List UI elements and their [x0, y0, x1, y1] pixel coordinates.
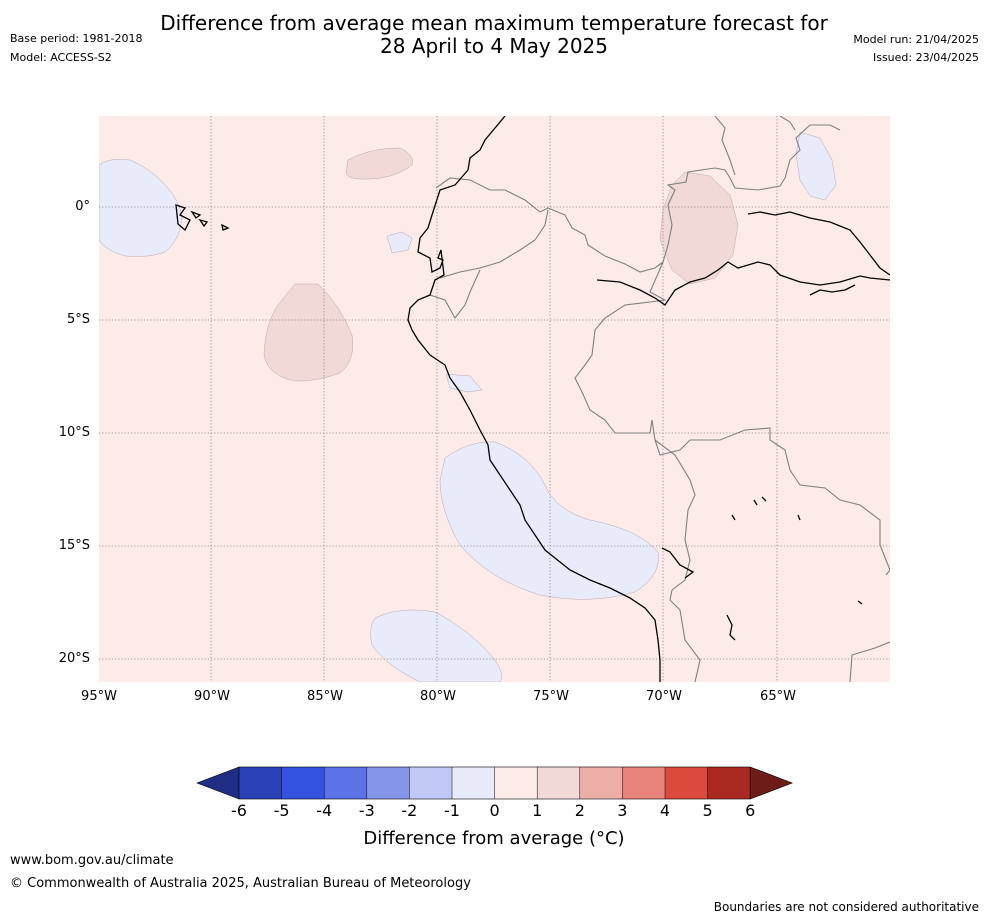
- lon-label-95w: 95°W: [81, 689, 117, 704]
- warm-region-ocean: [263, 283, 353, 382]
- colorbar-segment: [409, 767, 452, 799]
- colorbar-tick-label: 0: [489, 801, 500, 820]
- map-background: [99, 116, 890, 682]
- colorbar-segment: [622, 767, 665, 799]
- colorbar-tick-label: 5: [702, 801, 713, 820]
- lat-label-15s: 15°S: [58, 538, 90, 553]
- cool-region-small: [386, 231, 413, 254]
- lon-label-65w: 65°W: [760, 689, 796, 704]
- colorbar-segment: [537, 767, 580, 799]
- cool-region-central: [445, 373, 483, 393]
- colorbar-segment: [707, 767, 751, 799]
- warm-region-amazon: [659, 171, 739, 285]
- lon-label-75w: 75°W: [533, 689, 569, 704]
- lon-label-70w: 70°W: [646, 689, 682, 704]
- map-title: Difference from average mean maximum tem…: [0, 12, 988, 58]
- base-period-text: Base period: 1981-2018: [10, 32, 143, 45]
- lat-label-20s: 20°S: [58, 651, 90, 666]
- cool-region-north-east: [795, 131, 837, 201]
- colorbar-tick-label: -3: [358, 801, 375, 820]
- footer-disclaimer: Boundaries are not considered authoritat…: [713, 900, 979, 914]
- colorbar-segment: [239, 767, 282, 799]
- warm-region-north: [345, 147, 413, 180]
- model-run-text: Model run: 21/04/2025: [853, 33, 979, 46]
- footer-url: www.bom.gov.au/climate: [10, 853, 174, 868]
- cool-region-peru: [439, 441, 659, 600]
- colorbar-tick-label: -5: [273, 801, 290, 820]
- colorbar-extend-high: [749, 766, 794, 800]
- colorbar-tick-label: 2: [574, 801, 585, 820]
- lat-label-0: 0°: [75, 199, 90, 214]
- model-text: Model: ACCESS-S2: [10, 51, 112, 64]
- colorbar-extend-low: [196, 766, 240, 800]
- colorbar-tick-label: -6: [231, 801, 247, 820]
- colorbar-segment: [366, 767, 410, 799]
- colorbar-segment: [665, 767, 708, 799]
- cool-region-west: [99, 158, 183, 257]
- colorbar-segment: [452, 767, 495, 799]
- colorbar-tick-label: 4: [659, 801, 671, 820]
- colorbar-tick-label: 6: [745, 801, 756, 820]
- colorbar-segment: [281, 767, 325, 799]
- colorbar-title: Difference from average (°C): [363, 828, 625, 849]
- colorbar-tick-label: -2: [401, 801, 418, 820]
- cool-region-south: [370, 609, 502, 682]
- footer-copyright: © Commonwealth of Australia 2025, Austra…: [10, 876, 471, 891]
- colorbar-segment: [579, 767, 623, 799]
- title-line-1: Difference from average mean maximum tem…: [160, 11, 828, 35]
- issued-text: Issued: 23/04/2025: [872, 51, 979, 64]
- lon-label-90w: 90°W: [194, 689, 230, 704]
- graticule: [99, 116, 890, 682]
- lat-label-5s: 5°S: [66, 312, 90, 327]
- country-borders: [429, 116, 890, 682]
- colorbar-tick-label: 1: [532, 801, 543, 820]
- colorbar-segment: [494, 767, 538, 799]
- colorbar-tick-label: 3: [617, 801, 628, 820]
- coastlines: [175, 116, 890, 682]
- lat-label-10s: 10°S: [58, 425, 90, 440]
- colorbar-tick-label: -1: [444, 801, 460, 820]
- lon-label-80w: 80°W: [420, 689, 456, 704]
- colorbar-tick-label: -4: [316, 801, 333, 820]
- colorbar-segment: [324, 767, 367, 799]
- lon-label-85w: 85°W: [307, 689, 343, 704]
- title-line-2: 28 April to 4 May 2025: [380, 34, 608, 58]
